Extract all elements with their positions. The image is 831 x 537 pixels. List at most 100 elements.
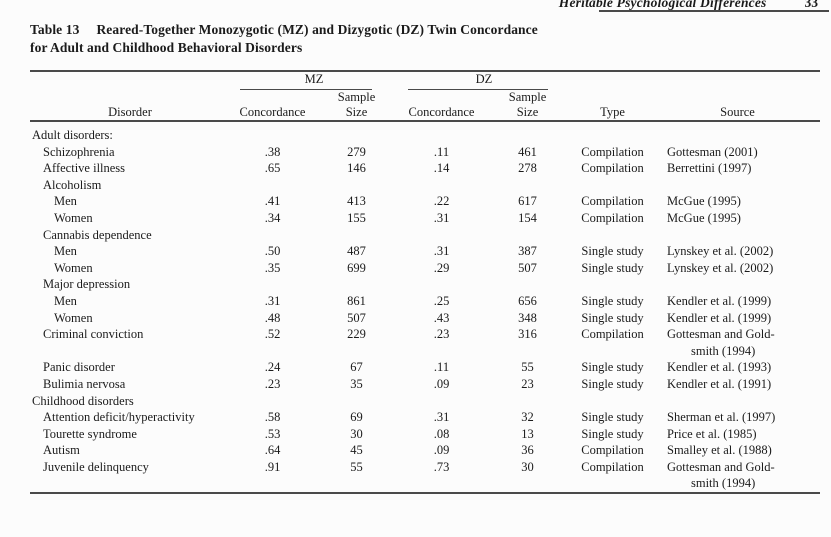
group-spacer (655, 71, 820, 90)
source-cell: Kendler et al. (1999) (667, 293, 772, 308)
mz-sample-size-cell (315, 393, 398, 410)
dz-concordance-cell: .22 (433, 194, 450, 209)
table-row: Attention deficit/hyperactivity .58 69 .31 3… (30, 409, 820, 426)
table-row: Cannabis dependence (30, 227, 820, 244)
dz-sample-size-cell (485, 393, 570, 410)
mz-sample-size-cell (315, 177, 398, 194)
mz-sample-size-cell: 67 (350, 360, 363, 375)
mz-sample-size-cell: 279 (347, 144, 366, 159)
mz-sample-size-cell: 507 (347, 310, 366, 325)
source-cell: Lynskey et al. (2002) (667, 244, 774, 259)
source-cell: Gottesman and Gold-smith (1994) (655, 459, 820, 493)
dz-concordance-cell: .25 (433, 293, 450, 308)
dz-sample-size-cell: 316 (518, 327, 537, 342)
table-row: Men .41 413 .22 617 Compilation McGue (1995) (30, 193, 820, 210)
dz-concordance-cell: .23 (433, 327, 450, 342)
mz-concordance-cell: .91 (264, 459, 281, 474)
dz-sample-size-cell (485, 276, 570, 293)
table-row: Bulimia nervosa .23 35 .09 23 Single study Ken… (30, 376, 820, 393)
dz-sample-size-cell: 461 (518, 144, 537, 159)
type-cell: Single study (581, 310, 644, 325)
group-spacer (30, 71, 230, 90)
running-head-title: Heritable Psychological Differences (558, 0, 767, 10)
column-group-row: MZ DZ (30, 71, 820, 90)
type-cell: Single study (581, 410, 644, 425)
dz-sample-size-cell (485, 121, 570, 144)
dz-concordance-cell: .43 (433, 310, 450, 325)
disorder-cell: Women (54, 310, 93, 325)
table-caption: Table 13 Reared-Together Monozygotic (MZ)… (30, 21, 538, 56)
mz-concordance-cell: .53 (264, 426, 281, 441)
table-caption-title-line1: Reared-Together Monozygotic (MZ) and Diz… (96, 22, 538, 37)
table-row: Adult disorders: (30, 121, 820, 144)
disorder-cell: Cannabis dependence (43, 227, 152, 242)
source-cell (655, 177, 820, 194)
mz-group-cell: MZ (230, 71, 398, 90)
dz-sample-size-cell (485, 227, 570, 244)
source-cell (655, 393, 820, 410)
dz-sample-size-cell: 387 (518, 244, 537, 259)
mz-sample-size-cell: 229 (347, 327, 366, 342)
type-cell: Compilation (581, 327, 644, 342)
source-cell: Gottesman and Gold-smith (1994) (655, 326, 820, 359)
type-column-header: Type (600, 105, 625, 119)
running-head-rule (599, 10, 829, 12)
source-cell (655, 227, 820, 244)
source-cell: Kendler et al. (1991) (667, 376, 772, 391)
dz-sample-size-cell: 36 (521, 443, 534, 458)
dz-sample-size-cell: 278 (518, 161, 537, 176)
dz-concordance-cell: .08 (433, 426, 450, 441)
disorder-cell: Juvenile delinquency (43, 459, 149, 474)
mz-concordance-cell: .34 (264, 210, 281, 225)
dz-sample-size-column-header: Sample Size (485, 90, 570, 121)
sample-word: Sample (337, 90, 376, 104)
dz-concordance-cell: .73 (433, 459, 450, 474)
disorder-cell: Adult disorders: (32, 128, 113, 142)
source-cell: Price et al. (1985) (667, 426, 757, 441)
disorder-cell: Men (54, 194, 77, 209)
mz-sample-size-cell: 69 (350, 410, 363, 425)
type-cell: Single study (581, 260, 644, 275)
type-cell (570, 276, 655, 293)
mz-sample-size-cell: 45 (350, 443, 363, 458)
mz-concordance-cell (230, 227, 315, 244)
page-number: 33 (804, 0, 819, 10)
mz-sample-size-cell: 487 (347, 244, 366, 259)
table-row: Major depression (30, 276, 820, 293)
mz-concordance-cell: .50 (264, 244, 281, 259)
disorder-column-header: Disorder (108, 105, 152, 119)
mz-sample-size-cell: 155 (347, 210, 366, 225)
mz-concordance-cell (230, 177, 315, 194)
type-cell (570, 393, 655, 410)
disorder-cell: Affective illness (43, 161, 126, 176)
table-row: Women .35 699 .29 507 Single study Lynskey et … (30, 260, 820, 277)
mz-sample-size-cell: 55 (350, 459, 363, 474)
disorder-cell: Bulimia nervosa (43, 376, 126, 391)
mz-concordance-cell: .48 (264, 310, 281, 325)
disorder-cell: Major depression (43, 277, 131, 292)
source-line: Gottesman and Gold- (667, 459, 775, 474)
mz-concordance-cell: .35 (264, 260, 281, 275)
dz-sample-size-cell: 507 (518, 260, 537, 275)
source-cell: Berrettini (1997) (667, 161, 752, 176)
dz-concordance-cell (398, 393, 485, 410)
dz-concordance-cell: .14 (433, 161, 450, 176)
dz-concordance-cell: .11 (433, 360, 450, 375)
dz-concordance-cell: .11 (433, 144, 450, 159)
type-cell: Compilation (581, 210, 644, 225)
type-cell (570, 121, 655, 144)
mz-sample-size-cell: 699 (347, 260, 366, 275)
table-caption-label: Table 13 (30, 22, 80, 37)
table-row: Affective illness .65 146 .14 278 Compilation… (30, 160, 820, 177)
dz-sample-size-cell: 13 (521, 426, 534, 441)
mz-group-rule (240, 89, 372, 90)
mz-concordance-cell: .58 (264, 410, 281, 425)
disorder-cell: Women (54, 210, 93, 225)
mz-concordance-cell: .38 (264, 144, 281, 159)
dz-sample-size-cell: 32 (521, 410, 534, 425)
running-head: Heritable Psychological Differences 33 (559, 0, 818, 11)
sample-word: Sample (508, 90, 547, 104)
mz-sample-size-cell (315, 276, 398, 293)
type-cell: Compilation (581, 459, 644, 474)
type-cell (570, 227, 655, 244)
